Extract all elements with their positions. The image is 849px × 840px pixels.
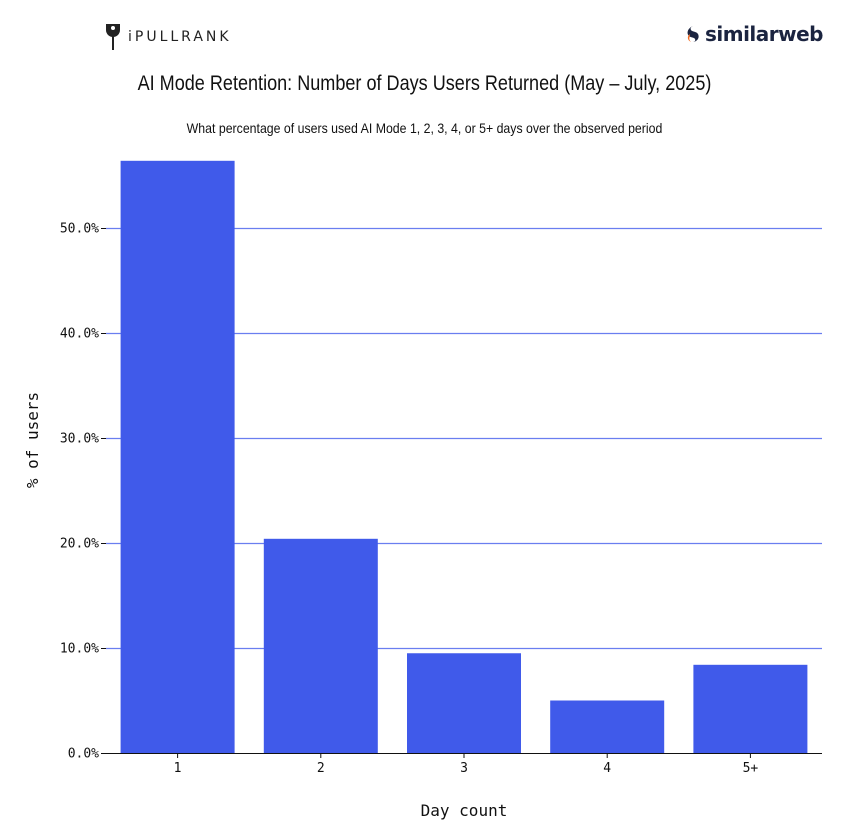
y-tick-label: 50.0% — [60, 222, 99, 237]
y-tick-label: 30.0% — [60, 432, 99, 447]
trophy-icon — [106, 24, 120, 50]
similarweb-mark-icon — [687, 26, 699, 42]
ipullrank-logo-text: iPULLRANK — [128, 29, 232, 45]
bar-3 — [407, 653, 521, 753]
x-tick-label: 5+ — [743, 761, 759, 776]
y-tick-label: 0.0% — [68, 747, 99, 762]
y-tick-label: 40.0% — [60, 327, 99, 342]
x-tick-label: 4 — [603, 761, 611, 776]
chart-title: AI Mode Retention: Number of Days Users … — [137, 72, 712, 95]
x-axis-label: Day count — [421, 801, 508, 820]
y-tick-label: 20.0% — [60, 537, 99, 552]
bar-5+ — [693, 664, 808, 753]
y-axis-label: % of users — [23, 392, 42, 488]
bar-2 — [263, 538, 378, 753]
x-tick-label: 3 — [460, 761, 468, 776]
similarweb-logo: similarweb — [684, 22, 824, 46]
similarweb-logo-text: similarweb — [704, 22, 824, 46]
x-tick-label: 1 — [174, 761, 182, 776]
y-tick-label: 10.0% — [60, 642, 99, 657]
chart-subtitle: What percentage of users used AI Mode 1,… — [186, 120, 663, 136]
bar-1 — [120, 160, 235, 754]
x-tick-label: 2 — [317, 761, 325, 776]
bar-4 — [550, 700, 665, 753]
ipullrank-logo: iPULLRANK — [104, 22, 232, 52]
